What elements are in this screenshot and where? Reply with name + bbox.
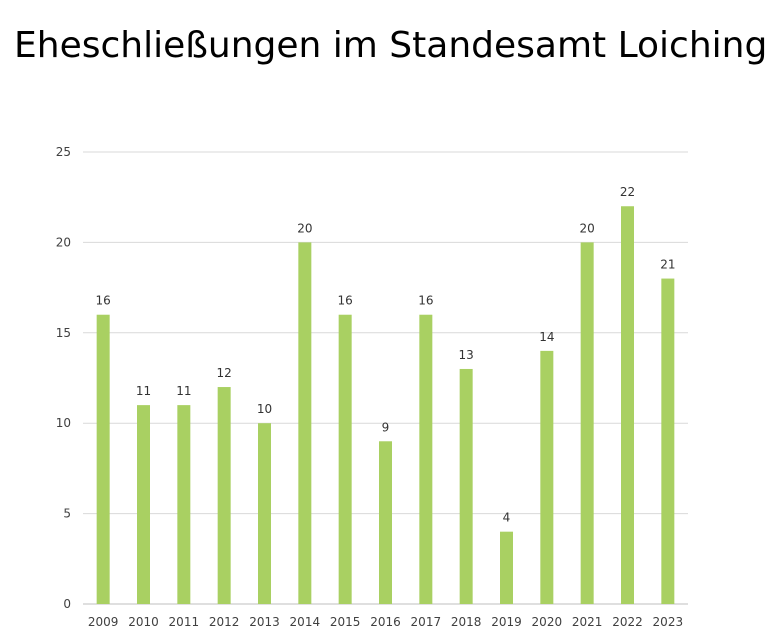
bar-2022	[621, 206, 634, 605]
x-tick-label-2022: 2022	[612, 615, 643, 629]
bar-2013	[258, 423, 271, 604]
data-label-2020: 14	[539, 330, 554, 344]
x-axis-category-labels: 2009 2010 2011 2012 2013 2014 2015 2016 2017 2018…	[88, 615, 683, 629]
x-tick-label-2023: 2023	[653, 615, 684, 629]
x-tick-label-2016: 2016	[370, 615, 401, 629]
y-axis-tick-labels: 0 5 10 15 20 25	[56, 145, 71, 611]
x-tick-label-2014: 2014	[290, 615, 321, 629]
y-tick-label-5: 5	[63, 507, 71, 521]
x-tick-label-2021: 2021	[572, 615, 603, 629]
bar-2009	[96, 314, 110, 604]
x-tick-label-2011: 2011	[169, 615, 200, 629]
data-label-2014: 20	[297, 221, 312, 235]
y-tick-label-10: 10	[56, 416, 71, 430]
bars	[96, 206, 675, 605]
bar-2018	[459, 368, 473, 604]
data-label-2010: 11	[136, 384, 151, 398]
x-tick-label-2017: 2017	[411, 615, 442, 629]
bar-2014	[298, 242, 312, 604]
bar-2023	[661, 278, 675, 604]
y-tick-label-15: 15	[56, 326, 71, 340]
data-label-2015: 16	[338, 294, 353, 308]
x-tick-label-2019: 2019	[491, 615, 522, 629]
data-label-2021: 20	[580, 221, 595, 235]
bar-2011	[177, 405, 191, 604]
data-label-2011: 11	[176, 384, 191, 398]
x-tick-label-2020: 2020	[532, 615, 563, 629]
bar-2021	[580, 242, 594, 604]
x-tick-label-2018: 2018	[451, 615, 482, 629]
x-tick-label-2012: 2012	[209, 615, 240, 629]
bar-2019	[500, 531, 513, 604]
bar-2016	[379, 441, 392, 604]
data-label-2017: 16	[418, 294, 433, 308]
x-tick-label-2013: 2013	[249, 615, 280, 629]
x-tick-label-2009: 2009	[88, 615, 119, 629]
data-label-2018: 13	[459, 348, 474, 362]
x-tick-label-2015: 2015	[330, 615, 361, 629]
y-tick-label-25: 25	[56, 145, 71, 159]
data-label-2013: 10	[257, 402, 272, 416]
data-label-2012: 12	[217, 366, 232, 380]
data-label-2016: 9	[382, 420, 390, 434]
chart-title: Eheschließungen im Standesamt Loiching	[14, 25, 768, 66]
bar-2020	[540, 350, 554, 604]
data-label-2023: 21	[660, 258, 675, 272]
bar-2012	[217, 387, 231, 604]
y-tick-label-20: 20	[56, 235, 71, 249]
bar-2017	[419, 314, 433, 604]
data-labels: 16 11 11 12 10 20 16 9 16 13 4 14 20 22 21	[96, 185, 676, 524]
data-label-2009: 16	[96, 294, 111, 308]
bar-2010	[137, 405, 150, 604]
y-tick-label-0: 0	[63, 597, 71, 611]
bar-2015	[338, 314, 352, 604]
x-tick-label-2010: 2010	[128, 615, 159, 629]
data-label-2022: 22	[620, 185, 635, 199]
data-label-2019: 4	[503, 511, 511, 525]
